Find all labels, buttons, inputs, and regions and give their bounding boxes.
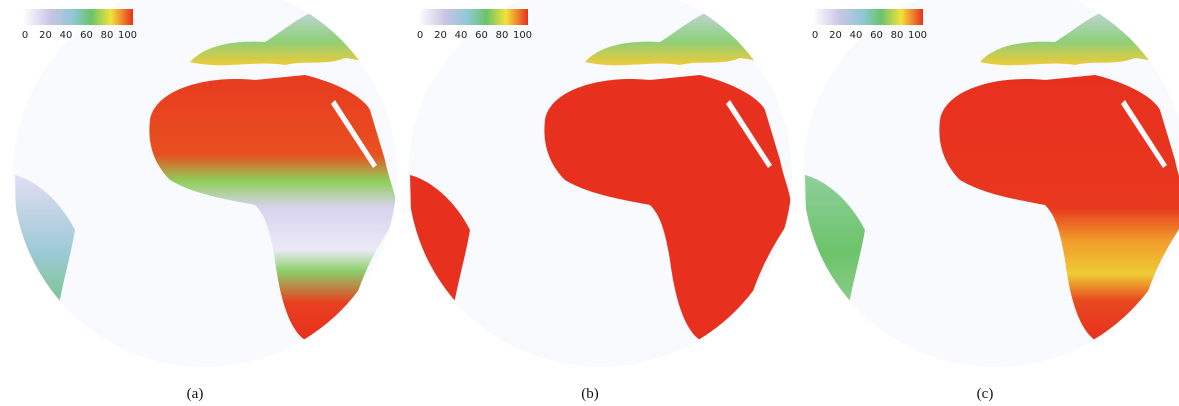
- colorbar-tick: 80: [496, 30, 509, 41]
- colorbar-tick: 20: [829, 30, 842, 41]
- panel-caption: (b): [581, 386, 599, 402]
- colorbar-tick: 100: [513, 30, 532, 41]
- colorbar-tick: 0: [812, 30, 818, 41]
- colorbar-tick: 60: [80, 30, 93, 41]
- figure: 0 20 40 60 80 100 (a) 0 20 40 60 80 100 (b) 0 20 40 60 80 1…: [0, 0, 1179, 406]
- colorbar: [418, 9, 528, 25]
- colorbar-tick: 40: [455, 30, 468, 41]
- colorbar-tick: 20: [434, 30, 447, 41]
- colorbar-tick: 60: [870, 30, 883, 41]
- globe: [795, 0, 1179, 380]
- colorbar-tick: 40: [60, 30, 73, 41]
- globe: [400, 0, 795, 380]
- colorbar: [23, 9, 133, 25]
- colorbar-tick: 20: [39, 30, 52, 41]
- colorbar-tick: 40: [850, 30, 863, 41]
- globe: [5, 0, 400, 380]
- panel: 0 20 40 60 80 100 (c): [795, 0, 1179, 402]
- colorbar-tick: 100: [118, 30, 137, 41]
- colorbar-tick: 80: [891, 30, 904, 41]
- colorbar-tick: 100: [908, 30, 927, 41]
- colorbar: [813, 9, 923, 25]
- colorbar-tick: 0: [22, 30, 28, 41]
- colorbar-tick: 80: [101, 30, 114, 41]
- panel-caption: (c): [977, 386, 994, 402]
- colorbar-tick: 0: [417, 30, 423, 41]
- colorbar-tick: 60: [475, 30, 488, 41]
- panel: 0 20 40 60 80 100 (a): [5, 0, 400, 402]
- panel: 0 20 40 60 80 100 (b): [400, 0, 795, 402]
- panel-caption: (a): [187, 386, 204, 402]
